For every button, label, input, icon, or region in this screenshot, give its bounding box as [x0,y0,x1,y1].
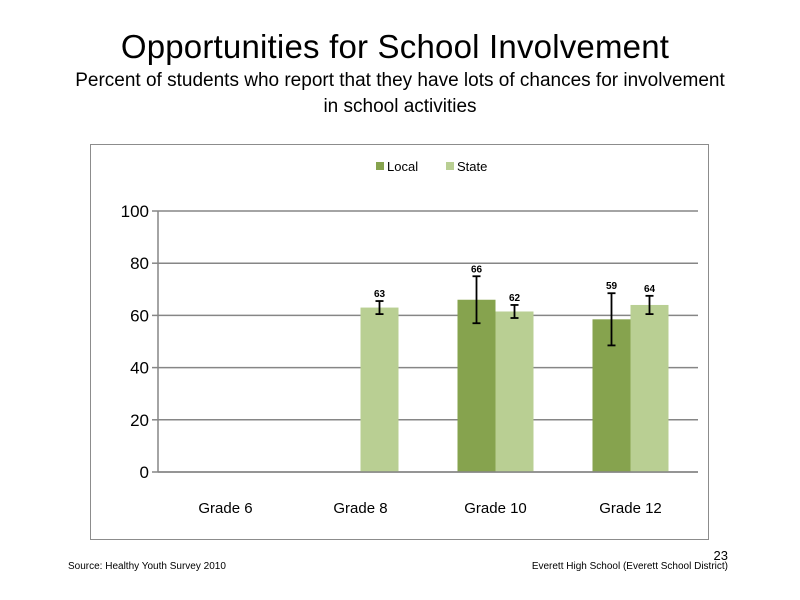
data-label: 63 [374,289,386,300]
slide-title: Opportunities for School Involvement [120,28,670,65]
y-tick-label: 20 [130,411,149,430]
chart-svg: 0 20 40 60 80 100 Grade 6 Grade 8 63 Grade 10 66 62… [121,159,698,517]
x-tick-label: Grade 10 [464,500,527,517]
y-tick-label: 80 [130,254,149,273]
legend-label-state: State [457,159,487,174]
slide-subtitle: Percent of students who report that they… [75,70,725,117]
data-label: 66 [471,264,483,275]
bar-state [360,307,399,472]
legend-swatch-state [446,162,454,170]
legend-label-local: Local [387,159,418,174]
bar-state [495,311,534,472]
x-tick-label: Grade 6 [198,500,252,517]
x-tick-label: Grade 12 [599,500,662,517]
bar-local [457,299,496,472]
chart-frame: 0 20 40 60 80 100 Grade 6 Grade 8 63 Grade 10 66 62… [90,144,709,540]
y-tick-label: 100 [121,202,149,221]
y-tick-label: 60 [130,306,149,325]
data-label: 62 [509,293,521,304]
bar-state [630,304,669,472]
source-note: Source: Healthy Youth Survey 2010 [68,561,226,572]
data-label: 64 [644,284,656,295]
y-tick-label: 40 [130,359,149,378]
slide-number: 23 [713,548,728,563]
x-tick-label: Grade 8 [333,500,387,517]
data-label: 59 [606,281,618,292]
organization-note: Everett High School (Everett School Dist… [531,561,728,572]
legend-swatch-local [376,162,384,170]
y-tick-label: 0 [140,463,149,482]
